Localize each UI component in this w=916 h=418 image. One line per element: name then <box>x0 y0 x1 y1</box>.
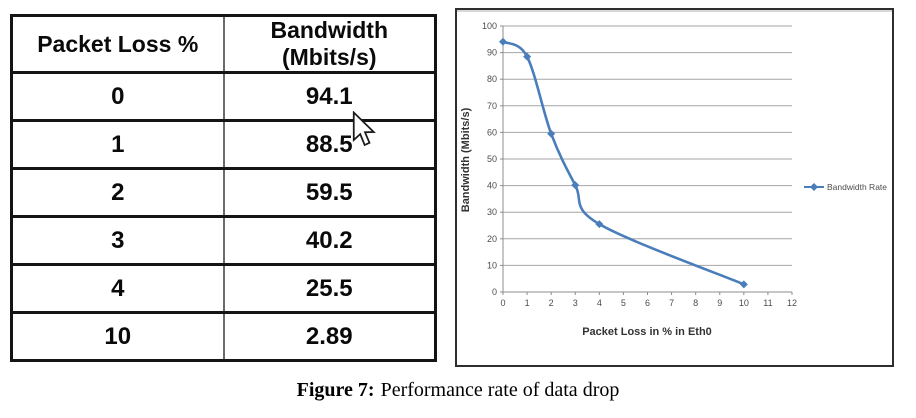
x-tick-label: 1 <box>525 298 530 308</box>
y-tick-label: 30 <box>487 207 497 217</box>
legend-label: Bandwidth Rate <box>827 182 887 192</box>
data-point-marker <box>547 129 556 138</box>
cell-packet-loss: 10 <box>11 311 225 362</box>
y-tick-label: 20 <box>487 234 497 244</box>
cell-bandwidth: 25.5 <box>223 263 436 314</box>
column-header-bandwidth: Bandwidth (Mbits/s) <box>223 14 436 74</box>
y-tick-label: 100 <box>482 21 497 31</box>
table-row: 0 94.1 <box>11 71 436 122</box>
x-axis-title: Packet Loss in % in Eth0 <box>582 326 712 338</box>
table-row: 10 2.89 <box>11 311 436 362</box>
data-point-marker <box>571 181 580 190</box>
y-tick-label: 10 <box>487 260 497 270</box>
series-line <box>501 40 746 286</box>
y-tick-label: 80 <box>487 74 497 84</box>
cell-packet-loss: 3 <box>11 215 225 266</box>
y-axis-title: Bandwidth (Mbits/s) <box>460 107 472 212</box>
y-tick-label: 40 <box>487 181 497 191</box>
cell-packet-loss: 4 <box>11 263 225 314</box>
cell-bandwidth: 94.1 <box>223 71 436 122</box>
packet-loss-table: Packet Loss % Bandwidth (Mbits/s) 0 94.1… <box>10 14 437 362</box>
figure-caption-text: Performance rate of data drop <box>380 379 620 401</box>
x-tick-label: 8 <box>693 298 698 308</box>
x-tick-label: 4 <box>597 298 602 308</box>
x-tick-label: 2 <box>549 298 554 308</box>
y-tick-label: 70 <box>487 101 497 111</box>
data-point-marker <box>595 220 604 229</box>
legend: Bandwidth Rate <box>804 182 887 192</box>
cell-bandwidth: 40.2 <box>223 215 436 266</box>
x-tick-label: 7 <box>669 298 674 308</box>
cell-packet-loss: 2 <box>11 167 225 218</box>
cell-bandwidth: 2.89 <box>223 311 436 362</box>
legend-marker <box>810 183 818 191</box>
x-tick-label: 3 <box>573 298 578 308</box>
data-point-marker <box>499 37 507 46</box>
table-row: 4 25.5 <box>11 263 436 314</box>
x-tick-label: 10 <box>739 298 749 308</box>
y-tick-label: 0 <box>492 287 497 297</box>
y-tick-label: 90 <box>487 48 497 58</box>
x-tick-label: 5 <box>621 298 626 308</box>
table-header-row: Packet Loss % Bandwidth (Mbits/s) <box>11 14 436 74</box>
cell-bandwidth: 88.5 <box>223 119 436 170</box>
bandwidth-chart: 0 10 20 30 40 50 60 70 80 90 100 0 1 2 3 4 5 6 7 8 9 10 11 12 B… <box>455 8 894 367</box>
data-point-marker <box>739 280 748 289</box>
x-tick-label: 0 <box>500 298 505 308</box>
table-row: 2 59.5 <box>11 167 436 218</box>
x-tick-label: 12 <box>787 298 797 308</box>
y-tick-label: 60 <box>487 127 497 137</box>
column-header-packet-loss: Packet Loss % <box>11 14 225 74</box>
figure-caption-label: Figure 7: <box>296 379 375 401</box>
cell-bandwidth: 59.5 <box>223 167 436 218</box>
cell-packet-loss: 0 <box>11 71 225 122</box>
table-row: 1 88.5 <box>11 119 436 170</box>
x-tick-label: 6 <box>645 298 650 308</box>
cell-packet-loss: 1 <box>11 119 225 170</box>
x-tick-label: 9 <box>717 298 722 308</box>
y-tick-label: 50 <box>487 154 497 164</box>
data-point-marker <box>523 52 532 61</box>
table-row: 3 40.2 <box>11 215 436 266</box>
figure-caption: Figure 7: Performance rate of data drop <box>0 379 916 402</box>
x-tick-label: 11 <box>763 298 772 308</box>
